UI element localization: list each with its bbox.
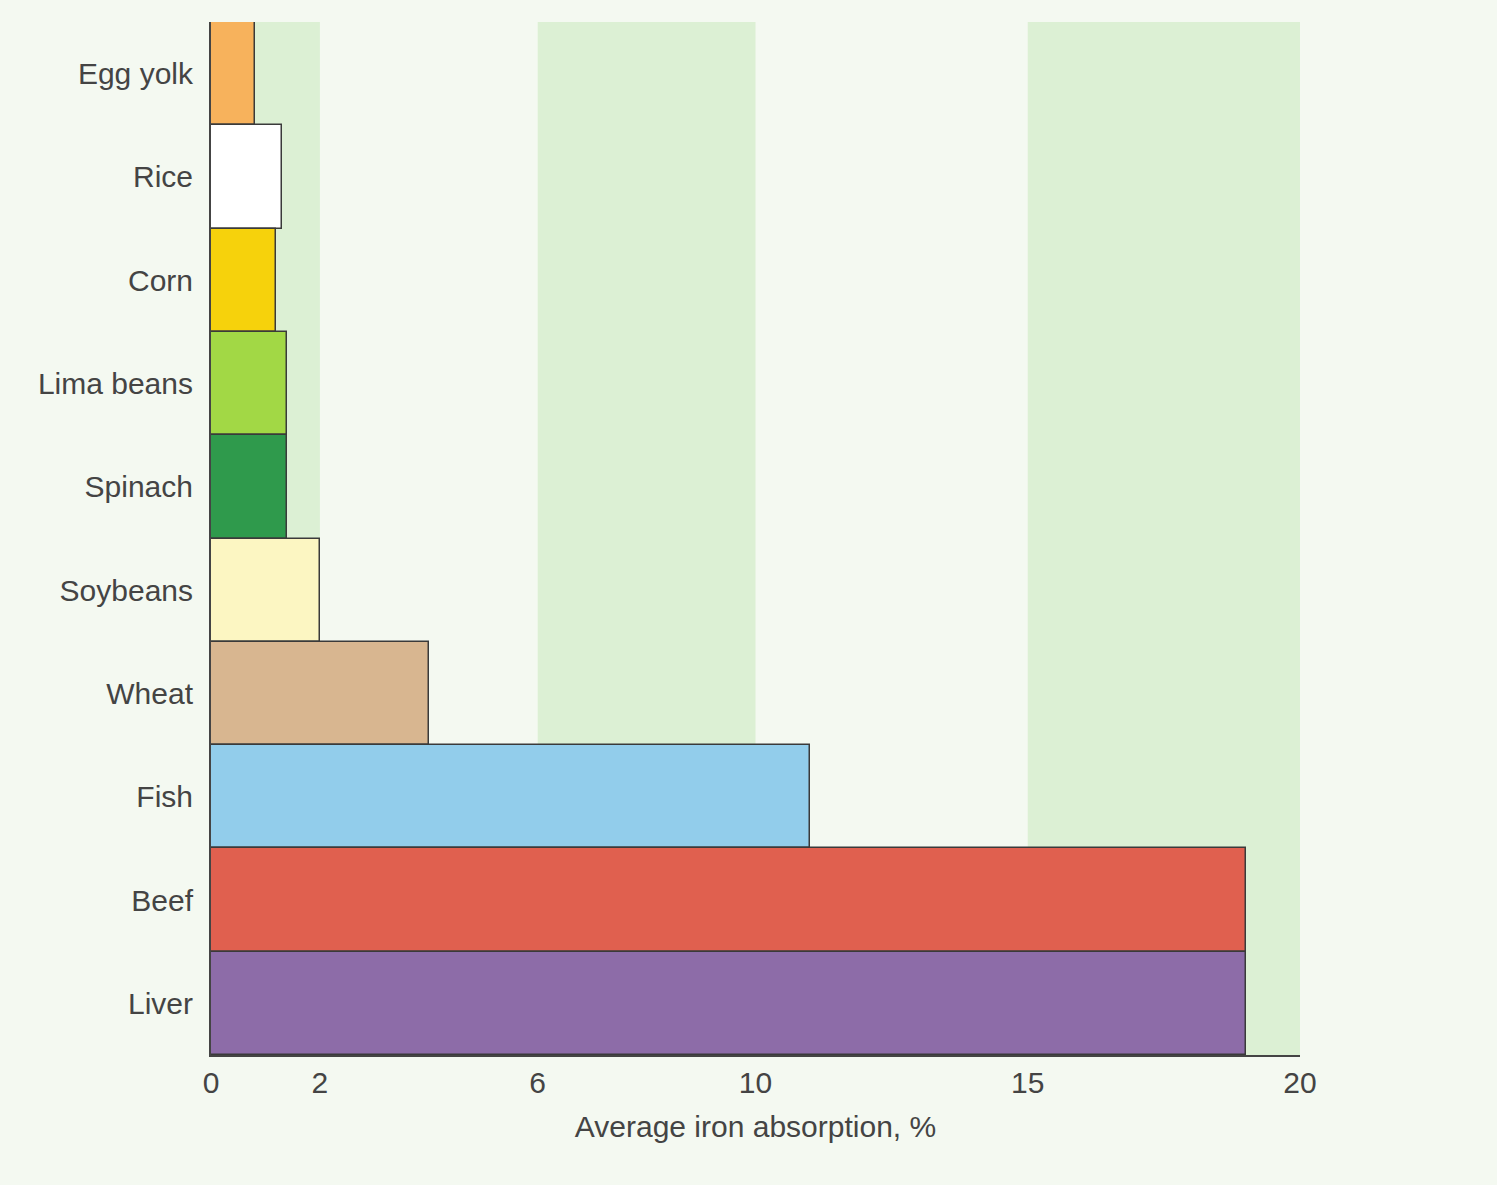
- svg-text:Beef: Beef: [131, 884, 193, 917]
- svg-text:2: 2: [312, 1066, 329, 1099]
- svg-text:6: 6: [529, 1066, 546, 1099]
- svg-text:Average iron absorption, %: Average iron absorption, %: [575, 1110, 936, 1143]
- svg-text:Soybeans: Soybeans: [60, 574, 193, 607]
- svg-text:Egg yolk: Egg yolk: [78, 57, 194, 90]
- svg-text:10: 10: [739, 1066, 772, 1099]
- svg-text:Liver: Liver: [128, 987, 193, 1020]
- svg-text:Rice: Rice: [133, 160, 193, 193]
- svg-text:Spinach: Spinach: [85, 470, 193, 503]
- svg-text:15: 15: [1011, 1066, 1044, 1099]
- svg-text:20: 20: [1283, 1066, 1316, 1099]
- svg-text:Corn: Corn: [128, 264, 193, 297]
- svg-text:Wheat: Wheat: [106, 677, 193, 710]
- svg-text:Lima beans: Lima beans: [38, 367, 193, 400]
- svg-text:Fish: Fish: [136, 780, 193, 813]
- svg-text:0: 0: [203, 1066, 220, 1099]
